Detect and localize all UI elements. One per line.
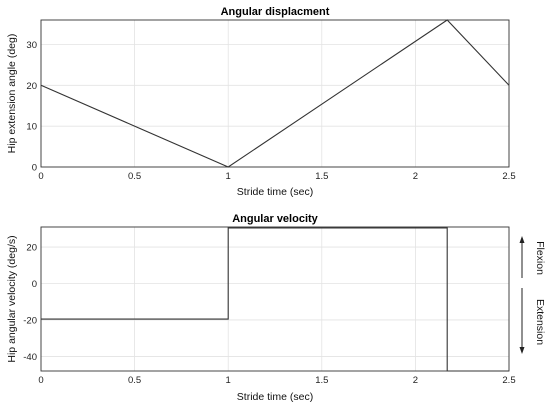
x-tick-label: 2.5 — [502, 375, 515, 386]
y-tick-label: 30 — [26, 40, 37, 51]
extension-arrowhead-icon — [519, 347, 525, 354]
x-tick-label: 1 — [226, 171, 231, 182]
series-line — [40, 19, 510, 168]
tick-labels: 0 0.5 1 1.5 2 2.5 0 10 20 30 — [26, 40, 515, 182]
velocity-plot: 0 0.5 1 1.5 2 2.5 -40 -20 0 20 Angular velocity S… — [6, 213, 546, 403]
extension-label: Extension — [534, 299, 546, 345]
series-line — [41, 227, 509, 372]
extension-annotation: Extension — [519, 288, 546, 354]
y-axis-label: Hip angular velocity (deg/s) — [6, 235, 18, 362]
x-tick-label: 0 — [38, 171, 43, 182]
flexion-label: Flexion — [534, 241, 546, 275]
axes-frame — [40, 226, 510, 372]
y-tick-label: -20 — [23, 315, 37, 326]
flexion-annotation: Flexion — [519, 236, 546, 278]
grid — [40, 20, 510, 168]
axes-frame — [40, 19, 510, 168]
y-tick-label: 20 — [26, 243, 37, 254]
x-tick-label: 2.5 — [502, 171, 515, 182]
y-axis-label: Hip extension angle (deg) — [6, 34, 18, 154]
x-tick-label: 2 — [413, 375, 418, 386]
y-tick-label: 10 — [26, 122, 37, 133]
y-tick-label: 0 — [32, 279, 37, 290]
x-tick-label: 1 — [226, 375, 231, 386]
flexion-arrowhead-icon — [519, 236, 525, 243]
x-tick-label: 0.5 — [128, 375, 141, 386]
x-axis-label: Stride time (sec) — [237, 391, 313, 403]
y-tick-label: 20 — [26, 81, 37, 92]
y-tick-label: 0 — [32, 163, 37, 174]
x-tick-label: 2 — [413, 171, 418, 182]
x-tick-label: 0 — [38, 375, 43, 386]
plot-title: Angular velocity — [232, 213, 318, 225]
grid — [40, 227, 510, 371]
y-tick-label: -40 — [23, 352, 37, 363]
x-tick-label: 1.5 — [315, 375, 328, 386]
x-axis-label: Stride time (sec) — [237, 186, 313, 198]
x-tick-label: 1.5 — [315, 171, 328, 182]
tick-labels: 0 0.5 1 1.5 2 2.5 -40 -20 0 20 — [23, 243, 515, 386]
plot-title: Angular displacment — [221, 6, 330, 18]
x-tick-label: 0.5 — [128, 171, 141, 182]
